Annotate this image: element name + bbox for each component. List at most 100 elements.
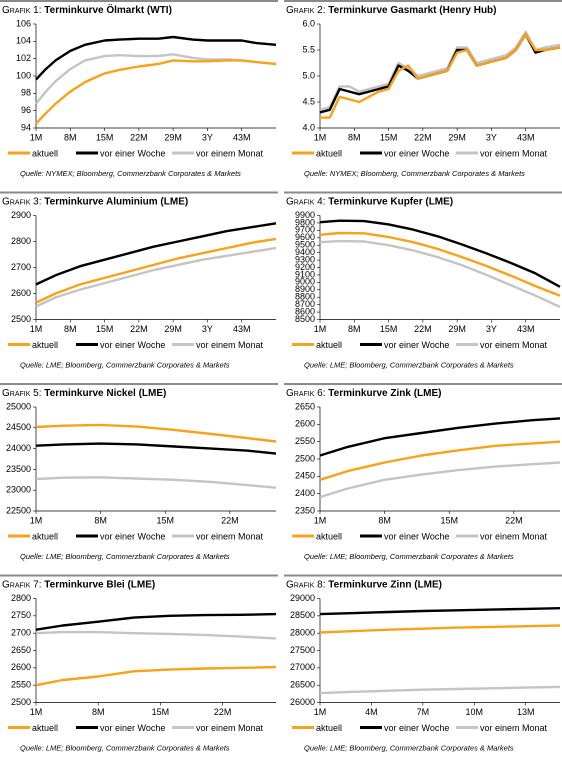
- x-tick-label: 15M: [156, 515, 174, 525]
- chart-header: Grafik 8: Terminkurve Zinn (LME): [286, 579, 442, 590]
- y-tick-label: 2700: [11, 262, 31, 272]
- x-tick-label: 29M: [448, 324, 466, 334]
- series-line: [319, 231, 561, 297]
- series-line: [319, 461, 561, 499]
- series-line: [319, 239, 561, 308]
- y-tick-label: 2500: [295, 453, 315, 463]
- x-tick-label: 1M: [30, 515, 43, 525]
- x-tick-label: 29M: [164, 324, 182, 334]
- y-tick-label: 8600: [295, 306, 315, 316]
- y-tick-label: 8800: [295, 292, 315, 302]
- x-tick-label: 13M: [517, 707, 535, 717]
- legend-label: vor einem Monat: [196, 531, 264, 541]
- x-tick-label: 15M: [152, 707, 170, 717]
- chart-panel: Grafik 2: Terminkurve Gasmarkt (Henry Hu…: [284, 0, 562, 178]
- series-line: [319, 30, 561, 111]
- x-tick-label: 8M: [64, 324, 77, 334]
- y-tick-label: 2650: [295, 401, 315, 411]
- x-tick-label: 10M: [466, 707, 484, 717]
- x-tick-label: 22M: [130, 132, 148, 142]
- y-tick-label: 6.0: [302, 18, 315, 28]
- chart-title: Terminkurve Gasmarkt (Henry Hub): [328, 5, 496, 16]
- chart-label: Grafik 8:: [286, 579, 326, 590]
- chart-header: Grafik 5: Terminkurve Nickel (LME): [2, 388, 166, 399]
- chart-title: Terminkurve Zinn (LME): [328, 579, 442, 590]
- y-tick-label: 104: [16, 36, 31, 46]
- y-tick-label: 102: [16, 53, 31, 63]
- x-tick-label: 3Y: [202, 324, 213, 334]
- legend-label: vor einer Woche: [100, 148, 165, 158]
- x-tick-label: 22M: [130, 324, 148, 334]
- y-tick-label: 94: [21, 122, 31, 132]
- chart-header: Grafik 3: Terminkurve Aluminium (LME): [2, 196, 188, 207]
- x-tick-label: 8M: [348, 324, 361, 334]
- x-tick-label: 1M: [314, 707, 327, 717]
- y-tick-label: 2900: [11, 210, 31, 220]
- legend-label: vor einer Woche: [100, 531, 165, 541]
- legend-label: aktuell: [316, 340, 342, 350]
- y-tick-label: 8900: [295, 284, 315, 294]
- y-tick-label: 2800: [11, 593, 31, 603]
- x-tick-label: 43M: [233, 324, 251, 334]
- series-line: [35, 237, 277, 304]
- series-line: [319, 417, 561, 457]
- x-tick-label: 15M: [440, 515, 458, 525]
- x-tick-label: 29M: [164, 132, 182, 142]
- source-note: Quelle: LME; Bloomberg, Commerzbank Corp…: [304, 552, 514, 561]
- chart-label: Grafik 5:: [2, 388, 42, 399]
- chart-panel: Grafik 3: Terminkurve Aluminium (LME) 250…: [0, 191, 278, 369]
- x-tick-label: 22M: [414, 324, 432, 334]
- chart-label: Grafik 6:: [286, 388, 326, 399]
- y-tick-label: 2600: [11, 662, 31, 672]
- y-tick-label: 9800: [295, 217, 315, 227]
- y-tick-label: 9500: [295, 240, 315, 250]
- chart-title: Terminkurve Ölmarkt (WTI): [44, 3, 172, 16]
- series-line: [35, 476, 277, 489]
- x-tick-label: 3Y: [486, 132, 497, 142]
- series-line: [319, 219, 561, 288]
- x-tick-label: 15M: [380, 324, 398, 334]
- y-tick-label: 9200: [295, 262, 315, 272]
- x-tick-label: 1M: [30, 132, 43, 142]
- series-line: [35, 53, 277, 105]
- chart-header: Grafik 1: Terminkurve Ölmarkt (WTI): [2, 3, 172, 16]
- y-tick-label: 2500: [11, 314, 31, 324]
- x-tick-label: 8M: [92, 707, 105, 717]
- y-tick-label: 4.5: [302, 96, 315, 106]
- legend-label: aktuell: [32, 723, 58, 733]
- legend-label: aktuell: [316, 723, 342, 733]
- legend-label: vor einer Woche: [384, 723, 449, 733]
- chart-panel: Grafik 7: Terminkurve Blei (LME) 2500 2550…: [0, 574, 278, 752]
- series-line: [35, 59, 277, 125]
- legend-label: vor einem Monat: [196, 340, 264, 350]
- chart-title: Terminkurve Nickel (LME): [44, 388, 166, 399]
- x-tick-label: 1M: [30, 707, 43, 717]
- x-tick-label: 15M: [96, 132, 114, 142]
- source-note: Quelle: NYMEX; Bloomberg, Commerzbank Co…: [20, 169, 241, 178]
- y-tick-label: 9600: [295, 232, 315, 242]
- y-tick-label: 2600: [11, 288, 31, 298]
- x-tick-label: 1M: [30, 324, 43, 334]
- x-tick-label: 8M: [378, 515, 391, 525]
- legend-label: aktuell: [316, 531, 342, 541]
- y-tick-label: 26500: [290, 680, 315, 690]
- series-line: [319, 607, 561, 616]
- legend-label: aktuell: [32, 531, 58, 541]
- x-tick-label: 1M: [314, 132, 327, 142]
- y-tick-label: 22500: [6, 505, 31, 515]
- y-tick-label: 2550: [11, 680, 31, 690]
- y-tick-label: 9900: [295, 210, 315, 220]
- y-tick-label: 2400: [295, 488, 315, 498]
- y-tick-label: 9300: [295, 254, 315, 264]
- x-tick-label: 43M: [517, 132, 535, 142]
- y-tick-label: 29000: [290, 593, 315, 603]
- legend-label: vor einer Woche: [384, 340, 449, 350]
- series-line: [35, 222, 277, 286]
- x-tick-label: 43M: [517, 324, 535, 334]
- chart-label: Grafik 4:: [286, 196, 326, 207]
- chart-header: Grafik 4: Terminkurve Kupfer (LME): [286, 196, 453, 207]
- y-tick-label: 98: [21, 88, 31, 98]
- x-tick-label: 15M: [96, 324, 114, 334]
- y-tick-label: 5.5: [302, 44, 315, 54]
